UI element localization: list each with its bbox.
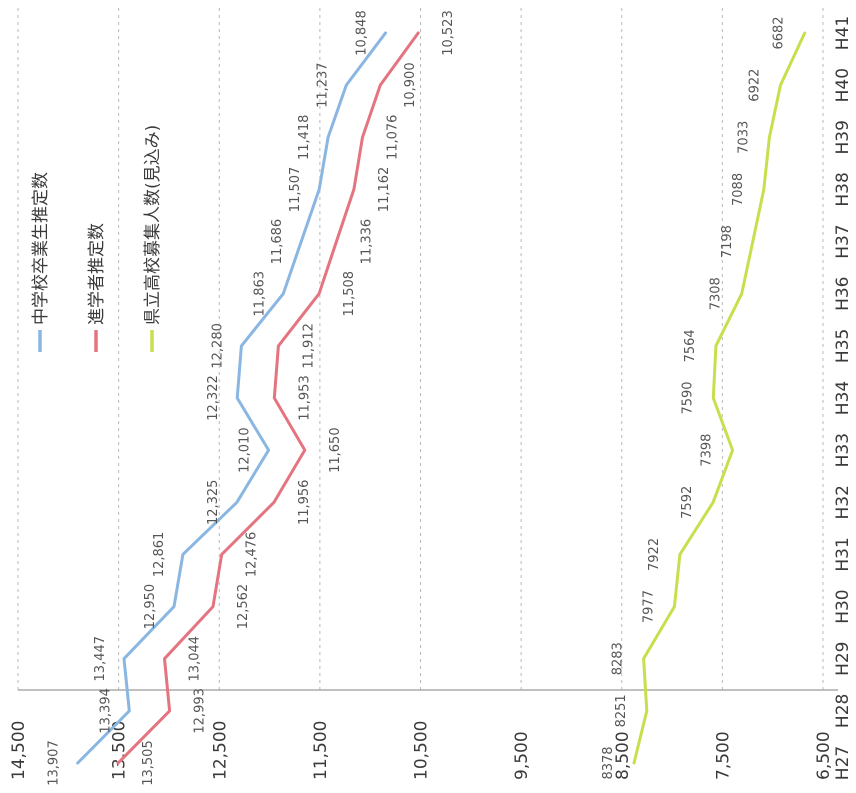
- data-label: 7590: [680, 381, 695, 414]
- data-label: 7564: [683, 329, 698, 362]
- data-label: 12,280: [210, 323, 225, 369]
- data-label: 6922: [748, 69, 763, 102]
- category-tick-label: H40: [833, 68, 853, 102]
- category-tick-label: H36: [833, 277, 853, 311]
- data-label: 11,237: [315, 62, 330, 108]
- data-label: 13,447: [93, 636, 108, 682]
- data-label: 13,907: [47, 740, 62, 786]
- data-label: 8378: [601, 746, 616, 779]
- data-label: 7977: [641, 590, 656, 623]
- data-label: 11,076: [386, 115, 401, 161]
- data-label: 10,900: [403, 62, 418, 108]
- data-label: 12,010: [238, 427, 253, 473]
- series-line: [76, 31, 387, 765]
- data-label: 7308: [709, 277, 724, 310]
- data-label: 12,562: [236, 584, 251, 630]
- series-lines: [76, 31, 807, 765]
- value-tick-label: 6,500: [814, 731, 834, 780]
- data-label: 12,322: [206, 375, 221, 421]
- data-label: 7922: [647, 538, 662, 571]
- data-label: 13,394: [98, 688, 113, 734]
- category-tick-label: H35: [833, 329, 853, 363]
- legend-label: 県立高校募集人数(見込み): [143, 125, 163, 325]
- axes: 14,500 13,500 12,500 11,500 10,500 9,500 8,500…: [9, 16, 853, 780]
- data-label: 12,476: [245, 532, 260, 578]
- category-tick-label: H32: [833, 485, 853, 519]
- value-tick-label: 7,500: [713, 731, 733, 780]
- legend-label: 中学校卒業生推定数: [31, 172, 51, 325]
- data-label: 13,044: [188, 636, 203, 682]
- value-tick-label: 11,500: [311, 721, 331, 780]
- grid: [17, 8, 824, 690]
- value-tick-label: 8,500: [613, 731, 633, 780]
- category-tick-label: H37: [833, 224, 853, 258]
- value-tick-label: 10,500: [412, 721, 432, 780]
- data-label: 11,863: [252, 271, 267, 317]
- data-label: 7198: [720, 225, 735, 258]
- data-label: 11,650: [328, 427, 343, 473]
- category-tick-label: H33: [833, 433, 853, 467]
- category-tick-label: H29: [833, 642, 853, 676]
- data-label: 11,162: [377, 167, 392, 213]
- data-label: 11,953: [297, 375, 312, 421]
- data-label: 11,686: [270, 219, 285, 264]
- data-label: 6682: [772, 16, 787, 49]
- series-line: [632, 31, 807, 765]
- data-label: 13,505: [141, 740, 156, 786]
- data-label: 11,508: [342, 271, 357, 317]
- value-tick-label: 9,500: [512, 731, 532, 780]
- data-labels: 13,907 13,394 13,447 12,950 12,861 12,325 12,0…: [47, 10, 787, 786]
- category-tick-label: H28: [833, 694, 853, 728]
- data-label: 7592: [680, 486, 695, 519]
- category-tick-label: H27: [833, 746, 853, 780]
- series-line: [116, 31, 420, 765]
- legend: 中学校卒業生推定数 進学者推定数 県立高校募集人数(見込み): [31, 125, 163, 352]
- data-label: 11,336: [359, 219, 374, 264]
- value-tick-label: 14,500: [9, 721, 29, 780]
- data-label: 8251: [614, 694, 629, 727]
- data-label: 8283: [611, 642, 626, 675]
- data-label: 12,325: [206, 480, 221, 526]
- category-tick-label: H41: [833, 16, 853, 50]
- category-tick-label: H38: [833, 172, 853, 206]
- category-tick-label: H39: [833, 120, 853, 154]
- value-tick-label: 13,500: [110, 721, 130, 780]
- data-label: 11,912: [301, 323, 316, 369]
- data-label: 7033: [736, 121, 751, 154]
- data-label: 11,418: [297, 115, 312, 161]
- legend-label: 進学者推定数: [87, 223, 107, 325]
- value-tick-label: 12,500: [210, 721, 230, 780]
- data-label: 12,861: [152, 532, 167, 578]
- data-label: 12,993: [193, 688, 208, 734]
- data-label: 12,950: [143, 584, 158, 630]
- category-tick-label: H34: [833, 381, 853, 415]
- data-label: 11,507: [288, 167, 303, 213]
- category-tick-label: H31: [833, 537, 853, 571]
- data-label: 11,956: [297, 480, 312, 526]
- data-label: 7398: [700, 434, 715, 467]
- category-tick-label: H30: [833, 589, 853, 623]
- data-label: 10,523: [441, 10, 456, 56]
- data-label: 10,848: [354, 10, 369, 56]
- data-label: 7088: [731, 173, 746, 206]
